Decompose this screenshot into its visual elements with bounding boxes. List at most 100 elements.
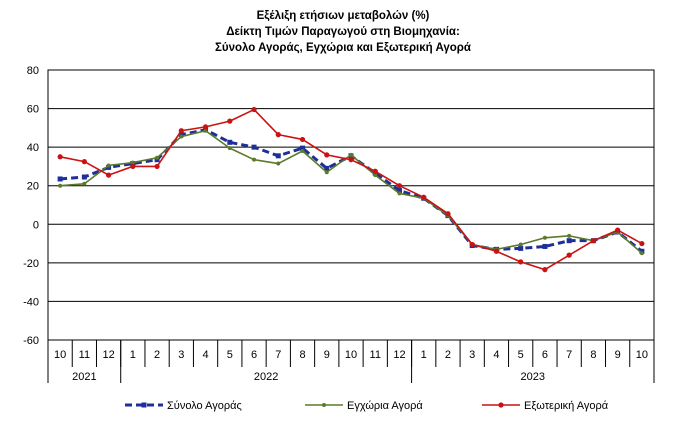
legend-marker [498, 402, 504, 408]
data-point [81, 159, 87, 165]
data-point [348, 157, 354, 163]
data-point [251, 106, 257, 113]
x-tick-label: 3 [469, 349, 475, 361]
data-point [227, 146, 232, 151]
data-point [130, 163, 136, 170]
data-point [275, 153, 281, 159]
title-line-1: Εξέλιξη ετήσιων μεταβολών (%) [256, 10, 430, 22]
data-point [566, 238, 572, 244]
x-tick-label: 11 [370, 349, 381, 361]
data-point [57, 176, 63, 182]
data-point [227, 139, 233, 145]
data-point [57, 154, 63, 160]
title-line-3: Σύνολο Αγοράς, Εγχώρια και Εξωτερική Αγο… [215, 42, 471, 54]
x-tick-label: 7 [566, 349, 572, 361]
series-line-2 [60, 129, 643, 254]
data-point [396, 183, 403, 189]
data-point [203, 128, 208, 133]
x-tick-label: 7 [275, 349, 281, 361]
data-point [251, 144, 257, 150]
x-tick-label: 10 [54, 349, 66, 361]
year-label: 2023 [521, 371, 545, 383]
legend-label: Εγχώρια Αγορά [347, 400, 423, 412]
data-point [106, 172, 112, 178]
data-point [615, 227, 621, 233]
x-tick-label: 9 [615, 349, 621, 361]
x-tick-label: 1 [421, 349, 427, 361]
data-point [300, 149, 305, 153]
series-line-1 [60, 128, 643, 253]
data-point [82, 181, 87, 186]
data-point [469, 241, 475, 248]
y-tick-label: -60 [23, 335, 39, 347]
data-point [542, 243, 548, 249]
series-line-3 [59, 108, 643, 271]
data-point [299, 136, 306, 143]
x-tick-label: 1 [130, 349, 136, 361]
data-point [58, 183, 63, 188]
x-tick-label: 10 [345, 349, 357, 361]
data-point [518, 242, 523, 247]
data-point [639, 240, 645, 247]
x-tick-label: 12 [393, 349, 405, 361]
legend-label: Εξωτερική Αγορά [524, 400, 609, 412]
data-point [81, 174, 87, 180]
x-tick-label: 8 [590, 349, 596, 361]
title-line-2: Δείκτη Τιμών Παραγωγού στη Βιομηχανία: [226, 26, 460, 38]
y-tick-label: 0 [33, 219, 39, 231]
y-tick-label: 20 [27, 181, 39, 193]
y-tick-label: 40 [27, 142, 39, 154]
data-point [421, 194, 427, 200]
data-point [324, 152, 330, 158]
x-tick-label: 9 [324, 349, 330, 361]
data-point [493, 248, 500, 254]
data-point [373, 173, 378, 178]
data-point [275, 132, 281, 138]
y-tick-label: -20 [23, 258, 39, 270]
data-point [639, 251, 644, 256]
plot-area-border [47, 69, 655, 341]
data-point [227, 118, 233, 124]
x-tick-label: 5 [518, 349, 524, 361]
x-tick-label: 2 [445, 349, 451, 361]
x-tick-label: 11 [79, 349, 90, 361]
data-point [276, 161, 281, 166]
x-tick-label: 4 [493, 349, 499, 361]
data-point [590, 238, 597, 244]
legend-label: Σύνολο Αγοράς [167, 400, 242, 412]
x-tick-label: 6 [542, 349, 548, 361]
data-point [300, 145, 306, 151]
data-point [518, 259, 524, 265]
legend-marker [322, 403, 326, 407]
x-tick-label: 10 [636, 349, 648, 361]
x-tick-label: 4 [202, 349, 208, 361]
x-tick-label: 3 [178, 349, 184, 361]
year-label: 2022 [254, 371, 278, 383]
data-point [324, 165, 330, 171]
x-tick-label: 5 [227, 349, 233, 361]
year-label: 2021 [72, 371, 96, 383]
data-point [324, 170, 329, 175]
x-tick-label: 12 [102, 349, 114, 361]
y-tick-label: 60 [27, 104, 39, 116]
data-point [542, 267, 548, 273]
data-point [155, 155, 160, 160]
x-tick-label: 8 [299, 349, 305, 361]
data-point [154, 163, 160, 170]
data-point [566, 252, 572, 258]
data-point [179, 134, 184, 139]
data-point [130, 160, 135, 165]
data-point [106, 163, 111, 168]
data-point [518, 245, 524, 251]
data-point [397, 191, 402, 196]
y-tick-label: -40 [23, 296, 39, 308]
x-tick-label: 2 [154, 349, 160, 361]
x-tick-label: 6 [251, 349, 257, 361]
data-point [202, 124, 209, 130]
data-point [542, 235, 547, 240]
y-tick-label: 80 [27, 65, 39, 77]
data-point [349, 152, 353, 157]
data-point [567, 233, 572, 238]
legend-marker [141, 402, 147, 408]
